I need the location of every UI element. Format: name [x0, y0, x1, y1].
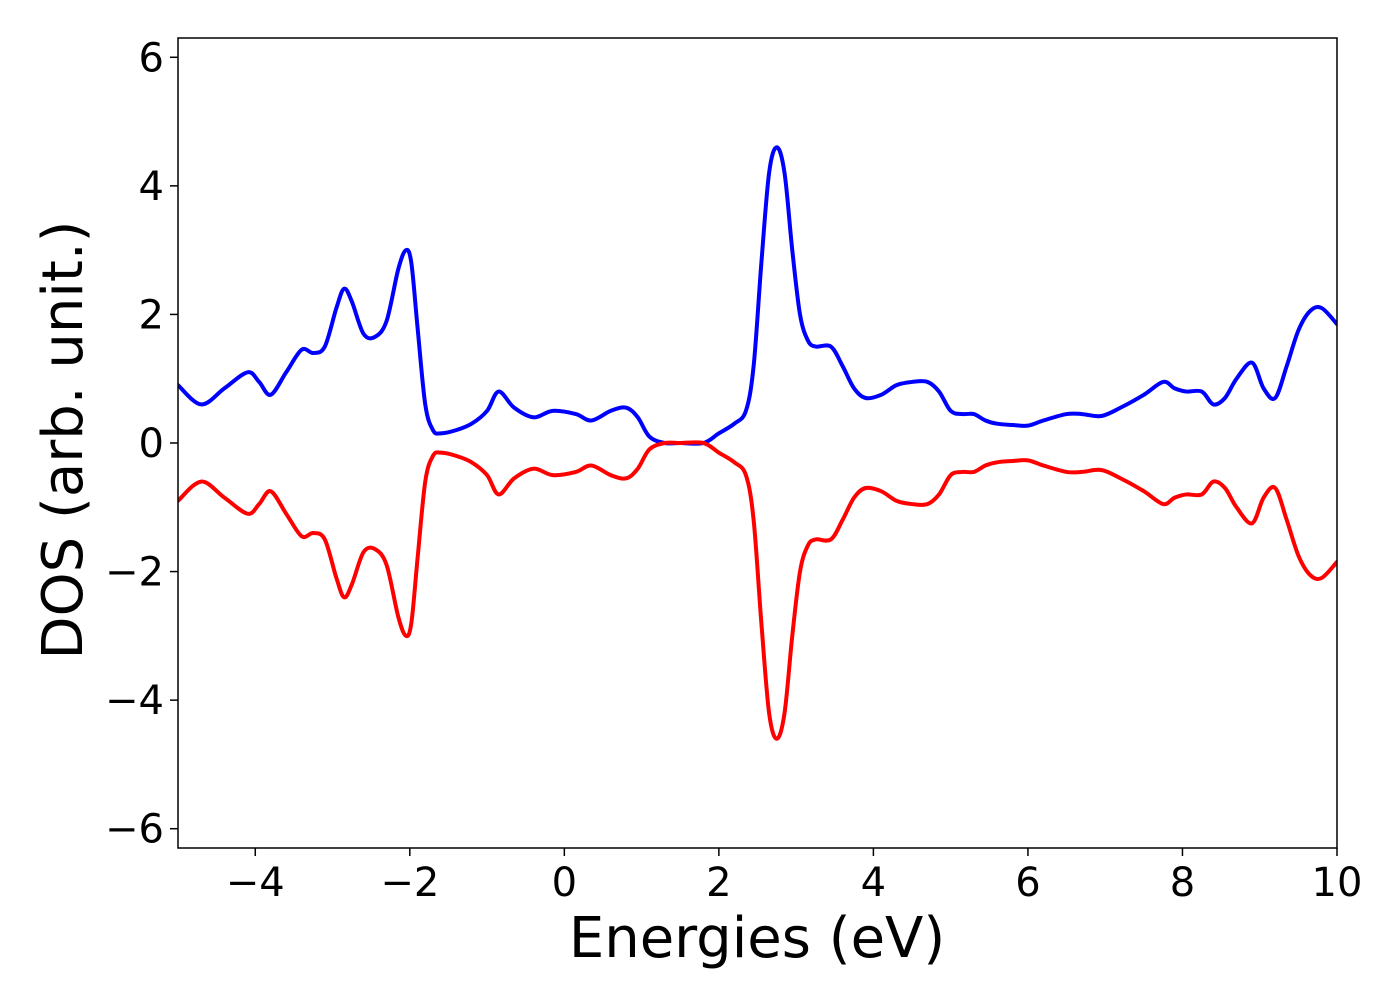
series-line-spin-down	[178, 440, 1337, 741]
x-tick-label: 4	[861, 860, 886, 906]
x-tick-label: −4	[226, 860, 285, 906]
series-lines	[178, 145, 1337, 741]
y-tick-label: −4	[105, 678, 164, 724]
x-tick-label: 2	[706, 860, 731, 906]
y-tick-label: 0	[139, 421, 164, 467]
y-tick-label: 6	[139, 35, 164, 81]
plot-area: −4 −2 0 2 4 6 8 10 6 4 2 0 −2 −4 −6	[105, 35, 1362, 906]
y-tick-label: 4	[139, 164, 164, 210]
x-tick-label: −2	[380, 860, 439, 906]
x-tick-label: 10	[1312, 860, 1363, 906]
y-axis-title: DOS (arb. unit.)	[31, 220, 96, 659]
x-tick-label: 0	[552, 860, 577, 906]
y-tick-label: −6	[105, 807, 164, 853]
series-line-spin-up	[178, 145, 1337, 446]
y-tick-label: −2	[105, 550, 164, 596]
x-tick-label: 6	[1015, 860, 1040, 906]
x-tick-label: 8	[1170, 860, 1195, 906]
x-axis-title: Energies (eV)	[569, 906, 945, 971]
y-tick-label: 2	[139, 292, 164, 338]
